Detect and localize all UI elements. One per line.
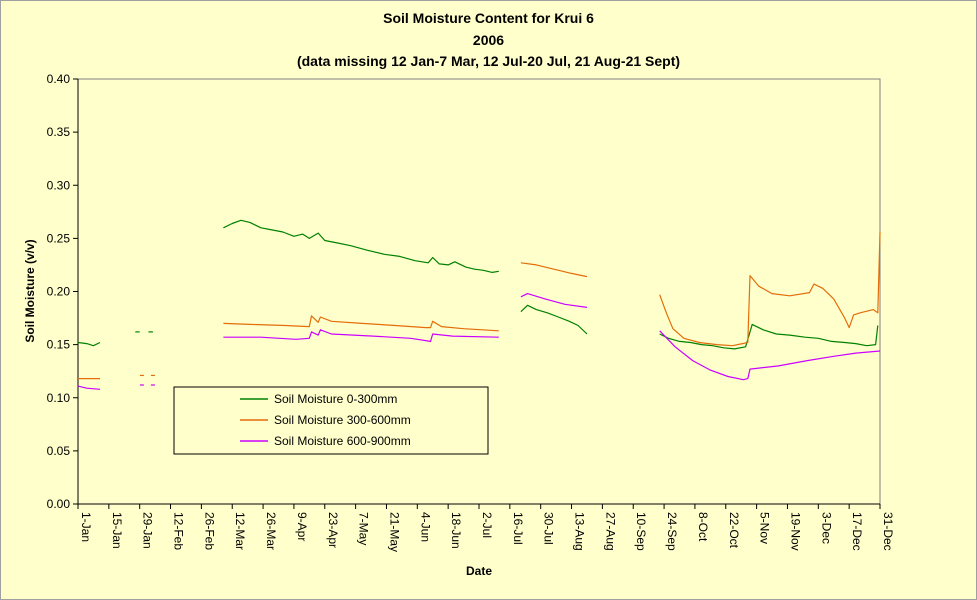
chart-title: Soil Moisture Content for Krui 6: [383, 10, 594, 26]
series-1: [77, 219, 879, 350]
legend: Soil Moisture 0-300mm Soil Moisture 300-6…: [173, 386, 489, 455]
series-line-segment: [520, 293, 588, 308]
x-tick-label: 15-Jan: [110, 512, 124, 549]
chart-subtitle: 2006: [472, 32, 505, 48]
series-line-segment: [659, 231, 881, 347]
x-tick-label: 22-Oct: [727, 512, 741, 549]
series-line-segment: [520, 304, 588, 335]
series-layer: [77, 219, 881, 390]
x-tick-label: 30-Jul: [542, 512, 556, 545]
x-tick-label: 13-Aug: [573, 512, 587, 551]
x-tick-label: 4-Jun: [418, 512, 432, 542]
y-tick-label: 0.25: [47, 231, 71, 245]
legend-box: [173, 386, 489, 455]
y-tick-label: 0.15: [47, 338, 71, 352]
x-tick-label: 10-Sep: [634, 512, 648, 551]
legend-label: Soil Moisture 600-900mm: [274, 434, 411, 448]
y-tick-label: 0.35: [47, 125, 71, 139]
x-tick-label: 29-Jan: [141, 512, 155, 549]
x-axis: 1-Jan 15-Jan 29-Jan 12-Feb 26-Feb 12-Mar 26-Ma…: [77, 503, 895, 552]
legend-label: Soil Moisture 0-300mm: [274, 392, 397, 406]
x-tick-label: 9-Apr: [295, 512, 309, 541]
series-line-segment: [77, 341, 101, 347]
x-tick-label: 2-Jul: [480, 512, 494, 538]
series-line-segment: [659, 330, 881, 381]
x-tick-label: 7-May: [357, 512, 371, 545]
x-tick-label: 26-Mar: [264, 512, 278, 550]
x-tick-label: 5-Nov: [758, 512, 772, 544]
chart-note: (data missing 12 Jan-7 Mar, 12 Jul-20 Ju…: [296, 53, 681, 69]
x-tick-label: 23-Apr: [326, 512, 340, 548]
legend-label: Soil Moisture 300-600mm: [274, 413, 411, 427]
y-tick-label: 0.20: [47, 285, 71, 299]
x-tick-label: 21-May: [387, 512, 401, 552]
y-tick-label: 0.30: [47, 178, 71, 192]
y-tick-label: 0.40: [47, 72, 71, 86]
series-line-segment: [520, 262, 588, 278]
x-tick-label: 19-Nov: [788, 512, 802, 551]
series-line-segment: [659, 323, 879, 350]
series-line-segment: [223, 329, 499, 342]
x-tick-label: 17-Dec: [850, 512, 864, 551]
series-3: [77, 293, 881, 390]
x-tick-label: 8-Oct: [696, 512, 710, 542]
y-axis-label: Soil Moisture (v/v): [23, 239, 37, 342]
y-tick-label: 0.00: [47, 497, 71, 511]
x-axis-label: Date: [466, 564, 492, 578]
x-tick-label: 12-Feb: [172, 512, 186, 550]
series-2: [78, 231, 881, 380]
series-line-segment: [223, 219, 499, 273]
y-tick-label: 0.05: [47, 444, 71, 458]
x-tick-label: 3-Dec: [819, 512, 833, 544]
series-line-segment: [223, 315, 499, 332]
x-tick-label: 26-Feb: [202, 512, 216, 550]
y-axis: 0.00 0.05 0.10 0.15 0.20 0.25 0.30 0.35 0.40: [47, 72, 79, 511]
x-tick-label: 1-Jan: [79, 512, 93, 542]
x-tick-label: 12-Mar: [233, 512, 247, 550]
x-tick-label: 31-Dec: [881, 512, 895, 551]
x-tick-label: 24-Sep: [665, 512, 679, 551]
series-line-segment: [77, 385, 101, 390]
x-tick-label: 18-Jun: [449, 512, 463, 549]
x-tick-label: 27-Aug: [603, 512, 617, 551]
x-tick-label: 16-Jul: [511, 512, 525, 545]
y-tick-label: 0.10: [47, 391, 71, 405]
